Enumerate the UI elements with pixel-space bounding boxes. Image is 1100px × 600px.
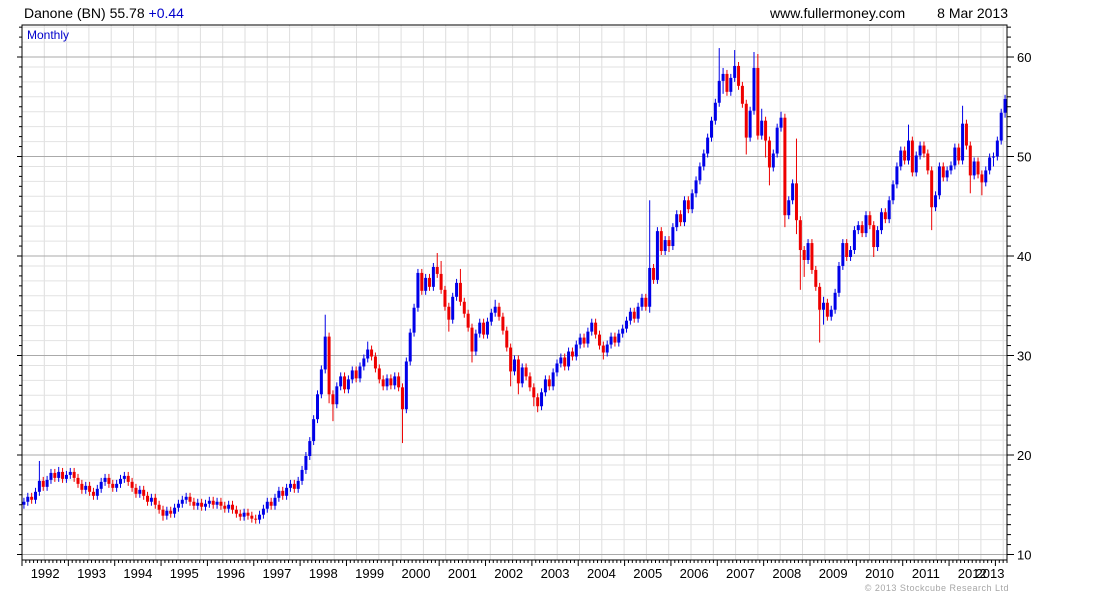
svg-text:30: 30 [1017,349,1031,364]
svg-text:50: 50 [1017,150,1031,165]
svg-text:2005: 2005 [633,566,662,581]
svg-text:2013: 2013 [976,566,1005,581]
svg-text:2008: 2008 [772,566,801,581]
svg-text:1994: 1994 [123,566,152,581]
svg-text:2012: 2012 [958,566,987,581]
timeframe-label: Monthly [27,28,70,42]
svg-text:20: 20 [1017,448,1031,463]
svg-text:2002: 2002 [494,566,523,581]
svg-text:2011: 2011 [912,566,940,581]
svg-text:10: 10 [1017,548,1031,563]
svg-text:1999: 1999 [355,566,384,581]
svg-text:1995: 1995 [170,566,199,581]
svg-text:1993: 1993 [77,566,106,581]
svg-text:1996: 1996 [216,566,245,581]
price-change-label: +0.44 [148,5,184,21]
svg-text:2000: 2000 [402,566,431,581]
website-label: www.fullermoney.com [770,5,906,21]
svg-text:2009: 2009 [819,566,848,581]
date-label: 8 Mar 2013 [937,5,1008,21]
symbol-price-label: Danone (BN) 55.78 [24,5,145,21]
svg-text:2004: 2004 [587,566,616,581]
svg-text:2006: 2006 [680,566,709,581]
svg-text:60: 60 [1017,50,1031,65]
svg-text:1998: 1998 [309,566,338,581]
svg-text:2007: 2007 [726,566,755,581]
chart-title: Danone (BN) 55.78 +0.44 [24,5,184,21]
svg-text:1992: 1992 [31,566,60,581]
svg-text:2010: 2010 [865,566,894,581]
svg-text:1997: 1997 [262,566,291,581]
header-right: www.fullermoney.com 8 Mar 2013 [770,5,1008,21]
svg-text:2003: 2003 [541,566,570,581]
copyright-label: © 2013 Stockcube Research Ltd [864,583,1009,593]
svg-text:40: 40 [1017,249,1031,264]
svg-text:2001: 2001 [448,566,477,581]
